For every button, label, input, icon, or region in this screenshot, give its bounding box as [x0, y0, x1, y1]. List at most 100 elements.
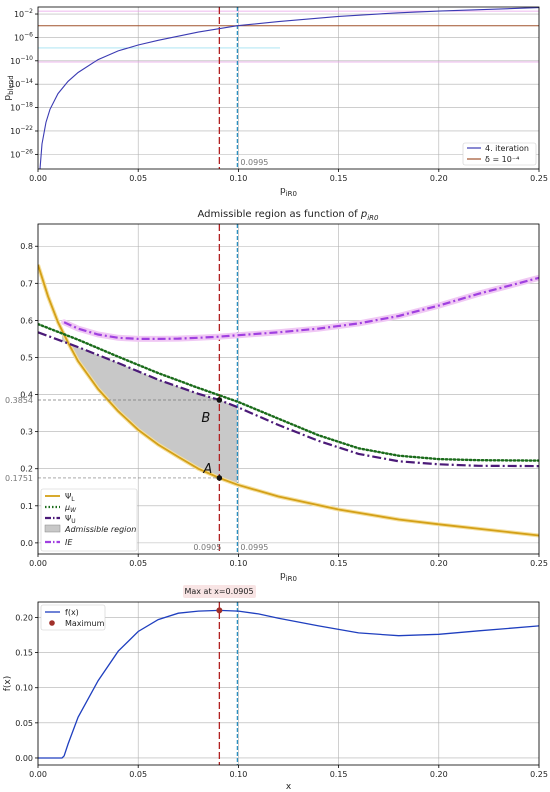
p3-vlines — [218, 602, 239, 765]
legend-label-psi-u: ΨU — [65, 514, 76, 525]
p1-x-tick-label: 0.15 — [330, 174, 348, 183]
p1-x-tick-label: 0.00 — [29, 174, 47, 183]
p-blend-curve — [39, 7, 539, 169]
psi-u-curve — [38, 331, 539, 468]
p3-x-tick-label: 0.15 — [330, 770, 348, 779]
p3-y-ticks: 0.00 0.05 0.10 0.15 0.20 — [15, 613, 38, 763]
p2-chart-title: Admissible region as function of piR0 — [198, 209, 380, 222]
p2-y-tick-label: 0.2 — [20, 465, 33, 474]
p2-series — [38, 224, 539, 554]
p2-hline-label-b: 0.3854 — [5, 396, 33, 405]
p1-x-axis-label: piR0 — [280, 186, 297, 198]
p2-y-tick-label: 0.5 — [20, 353, 33, 362]
mu-w-curve — [38, 322, 539, 462]
point-a — [216, 475, 223, 481]
p2-y-tick-label: 0.6 — [20, 316, 33, 325]
legend-label-psi-l: ΨL — [65, 492, 75, 503]
psi-l-curve — [38, 264, 539, 537]
p2-y-tick-label: 0.4 — [20, 391, 33, 400]
p2-x-tick-label: 0.05 — [129, 559, 147, 568]
p1-y-tick-label: 10−2 — [14, 8, 33, 19]
p2-x-tick-label: 0.25 — [530, 559, 548, 568]
p1-y-tick-label: 10−6 — [14, 31, 33, 42]
p3-x-tick-label: 0.05 — [129, 770, 147, 779]
maximum-point — [216, 607, 223, 614]
p2-x-ticks: 0.00 0.05 0.10 0.15 0.20 0.25 — [29, 554, 548, 568]
p2-y-ticks: 0.0 0.1 0.2 0.3 0.4 0.5 0.6 0.7 0.8 — [20, 242, 38, 548]
p1-frame — [37, 6, 540, 170]
legend-label-delta: δ = 10⁻⁴ — [485, 155, 519, 164]
p1-legend: 4. iteration δ = 10⁻⁴ — [462, 142, 537, 166]
p1-vlines — [218, 7, 239, 169]
p2-y-tick-label: 0.1 — [20, 502, 33, 511]
p2-hline-label-a: 0.1751 — [5, 474, 33, 483]
p2-frame — [37, 223, 540, 555]
p1-x-tick-label: 0.20 — [430, 174, 448, 183]
p1-x-tick-label: 0.10 — [229, 174, 247, 183]
p2-points — [216, 397, 223, 481]
p3-x-tick-label: 0.10 — [229, 770, 247, 779]
p2-admissible-fill — [62, 330, 238, 485]
panel-admissible-region: Admissible region as function of piR0 0.… — [5, 209, 548, 583]
point-label-a: A — [202, 462, 212, 477]
p2-x-axis-label: piR0 — [280, 571, 297, 583]
legend-label-admissible: Admissible region — [64, 525, 136, 534]
legend-label-ie: IE — [65, 538, 73, 547]
p3-legend: f(x) Maximum — [40, 604, 106, 631]
ie-curve — [63, 276, 539, 340]
legend-swatch-maximum — [49, 620, 55, 626]
p3-y-tick-label: 0.05 — [15, 719, 33, 728]
panel-f-of-x: 0.00 0.05 0.10 0.15 0.20 0.25 0.00 0.05 0.10 0.1… — [3, 585, 548, 792]
legend-label-iteration: 4. iteration — [485, 144, 529, 153]
max-annotation: Max at x=0.0905 — [183, 585, 256, 598]
p2-legend: ΨL μW ΨU Admissible region IE — [40, 488, 138, 552]
admissible-region — [62, 330, 238, 485]
p2-y-tick-label: 0.7 — [20, 279, 33, 288]
legend-label-maximum: Maximum — [65, 619, 105, 628]
p1-x-ticks: 0.00 0.05 0.10 0.15 0.20 0.25 — [29, 169, 548, 183]
p1-grid — [37, 7, 540, 169]
p3-x-axis-label: x — [286, 782, 292, 792]
p1-y-tick-label: 10−18 — [10, 102, 33, 113]
legend-swatch-admissible — [44, 524, 61, 533]
p3-x-tick-label: 0.20 — [430, 770, 448, 779]
p3-series — [38, 607, 539, 759]
p2-x-tick-label: 0.15 — [330, 559, 348, 568]
p1-y-tick-label: 10−14 — [10, 78, 33, 89]
p3-x-tick-label: 0.00 — [29, 770, 47, 779]
p1-y-tick-label: 10−10 — [10, 55, 33, 66]
point-b — [216, 397, 223, 403]
p2-x-tick-label: 0.00 — [29, 559, 47, 568]
p2-y-tick-label: 0.0 — [20, 539, 33, 548]
fx-curve — [38, 609, 539, 759]
p1-vline-label: 0.0995 — [240, 158, 268, 167]
p2-vline-label-red: 0.0905 — [193, 543, 221, 552]
p2-x-tick-label: 0.10 — [229, 559, 247, 568]
p2-y-tick-label: 0.8 — [20, 242, 33, 251]
p2-guides — [38, 399, 220, 479]
p1-y-axis-label: pblend — [3, 75, 15, 100]
point-label-b: B — [201, 411, 210, 426]
p3-x-ticks: 0.00 0.05 0.10 0.15 0.20 0.25 — [29, 765, 548, 779]
p2-vline-label-blue: 0.0995 — [240, 543, 268, 552]
p3-x-tick-label: 0.25 — [530, 770, 548, 779]
p3-y-tick-label: 0.00 — [15, 754, 33, 763]
legend-label-fx: f(x) — [65, 608, 79, 617]
max-label: Max at x=0.0905 — [184, 587, 253, 596]
p1-y-ticks: 10−2 10−6 10−10 10−14 10−18 10−22 10−26 — [10, 8, 38, 159]
p3-frame — [37, 601, 540, 766]
p1-series — [38, 7, 539, 169]
p2-x-tick-label: 0.20 — [430, 559, 448, 568]
legend-label-mu-w: μW — [64, 503, 77, 514]
p3-y-tick-label: 0.10 — [15, 684, 33, 693]
p3-y-axis-label: f(x) — [3, 676, 13, 692]
p2-y-tick-label: 0.3 — [20, 428, 33, 437]
p3-y-tick-label: 0.15 — [15, 649, 33, 658]
p1-x-tick-label: 0.05 — [129, 174, 147, 183]
p3-y-tick-label: 0.20 — [15, 613, 33, 622]
p1-y-tick-label: 10−26 — [10, 148, 33, 159]
p1-x-tick-label: 0.25 — [530, 174, 548, 183]
panel-p-blend: 0.00 0.05 0.10 0.15 0.20 0.25 10−210−610−1010… — [3, 6, 548, 198]
p1-y-tick-label: 10−22 — [10, 125, 33, 136]
